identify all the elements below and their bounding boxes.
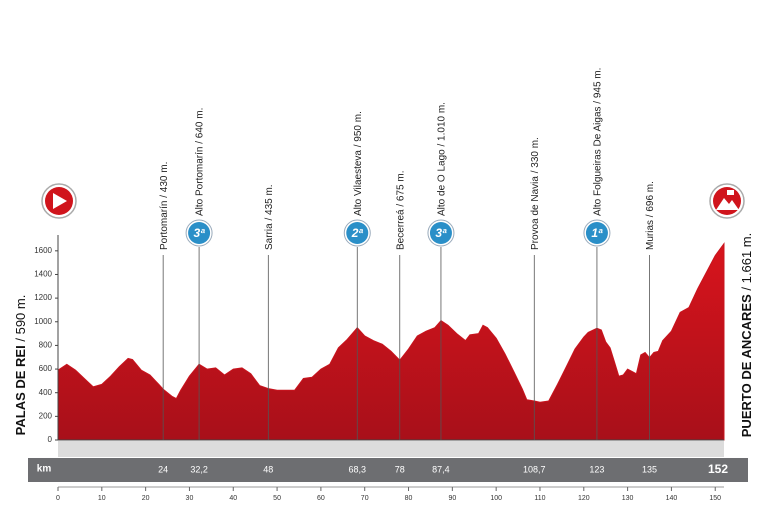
badge bbox=[346, 222, 369, 244]
finish-km: 152 bbox=[708, 462, 728, 476]
badge bbox=[188, 222, 211, 244]
waypoint-label: Sarria / 435 m. bbox=[264, 184, 275, 250]
start-icon bbox=[41, 183, 77, 219]
waypoint-km: 108,7 bbox=[523, 464, 546, 474]
x-tick-label: 140 bbox=[666, 495, 678, 502]
waypoint-km: 135 bbox=[642, 464, 657, 474]
climb-category: 3ª bbox=[194, 226, 206, 240]
x-tick-label: 120 bbox=[578, 495, 590, 502]
waypoint-label: Alto Folgueiras De Aigas / 945 m. bbox=[593, 68, 604, 216]
waypoint-label: Becerreá / 675 m. bbox=[395, 171, 406, 250]
y-tick-label: 1600 bbox=[34, 246, 52, 255]
waypoint-label: Provoa de Navia / 330 m. bbox=[530, 137, 541, 250]
x-unit: km bbox=[37, 464, 52, 475]
start-detail: / 590 m. bbox=[13, 295, 28, 342]
climb-badge: 1ª bbox=[583, 219, 611, 247]
climb-category: 1ª bbox=[591, 226, 603, 240]
x-tick-label: 30 bbox=[186, 495, 194, 502]
finish-icon bbox=[709, 183, 745, 219]
badge bbox=[429, 222, 452, 244]
start-label: PALAS DE REI / 590 m. bbox=[13, 295, 28, 436]
waypoint-label: Alto de O Lago / 1.010 m. bbox=[437, 102, 448, 216]
climb-category: 2ª bbox=[351, 226, 364, 240]
x-tick-label: 50 bbox=[273, 495, 281, 502]
waypoint-label: Alto Portomarín / 640 m. bbox=[195, 108, 206, 216]
y-tick-label: 200 bbox=[39, 411, 53, 420]
x-tick-label: 90 bbox=[448, 495, 456, 502]
y-tick-label: 1000 bbox=[34, 317, 52, 326]
km-bar bbox=[28, 458, 748, 482]
climb-badge: 3ª bbox=[185, 219, 213, 247]
x-tick-label: 40 bbox=[229, 495, 237, 502]
x-tick-label: 80 bbox=[405, 495, 413, 502]
finish-name: PUERTO DE ANCARES bbox=[739, 294, 754, 437]
finish-detail: / 1.661 m. bbox=[739, 233, 754, 291]
x-tick-label: 150 bbox=[709, 495, 721, 502]
y-tick-label: 0 bbox=[48, 435, 53, 444]
climb-badge: 3ª bbox=[427, 219, 455, 247]
waypoint-label: Portomarín / 430 m. bbox=[159, 162, 170, 250]
badge bbox=[585, 222, 608, 244]
x-tick-label: 10 bbox=[98, 495, 106, 502]
start-name: PALAS DE REI bbox=[13, 345, 28, 435]
waypoint-km: 68,3 bbox=[348, 464, 366, 474]
waypoint-km: 48 bbox=[263, 464, 273, 474]
y-tick-label: 800 bbox=[39, 341, 53, 350]
elevation-area bbox=[57, 242, 725, 441]
x-tick-label: 70 bbox=[361, 495, 369, 502]
waypoint-km: 78 bbox=[395, 464, 405, 474]
waypoint-label: Alto Vilaesteva / 950 m. bbox=[353, 111, 364, 216]
climb-badge: 2ª bbox=[343, 219, 371, 247]
climb-category: 3ª bbox=[435, 226, 447, 240]
x-tick-label: 60 bbox=[317, 495, 325, 502]
waypoint-km: 24 bbox=[158, 464, 168, 474]
waypoint-km: 32,2 bbox=[190, 464, 208, 474]
waypoint-km: 87,4 bbox=[432, 464, 450, 474]
finish-label: PUERTO DE ANCARES / 1.661 m. bbox=[739, 233, 754, 437]
waypoint-km: 123 bbox=[589, 464, 604, 474]
y-tick-label: 400 bbox=[39, 388, 53, 397]
waypoint-label: Murias / 696 m. bbox=[645, 181, 656, 250]
x-tick-label: 20 bbox=[142, 495, 150, 502]
x-tick-label: 110 bbox=[534, 495, 545, 502]
y-tick-label: 1200 bbox=[34, 293, 52, 302]
x-tick-label: 100 bbox=[490, 495, 502, 502]
x-tick-label: 0 bbox=[56, 495, 60, 502]
y-tick-label: 600 bbox=[39, 364, 53, 373]
x-tick-label: 130 bbox=[622, 495, 634, 502]
base-strip bbox=[58, 441, 724, 457]
y-tick-label: 1400 bbox=[34, 270, 52, 279]
